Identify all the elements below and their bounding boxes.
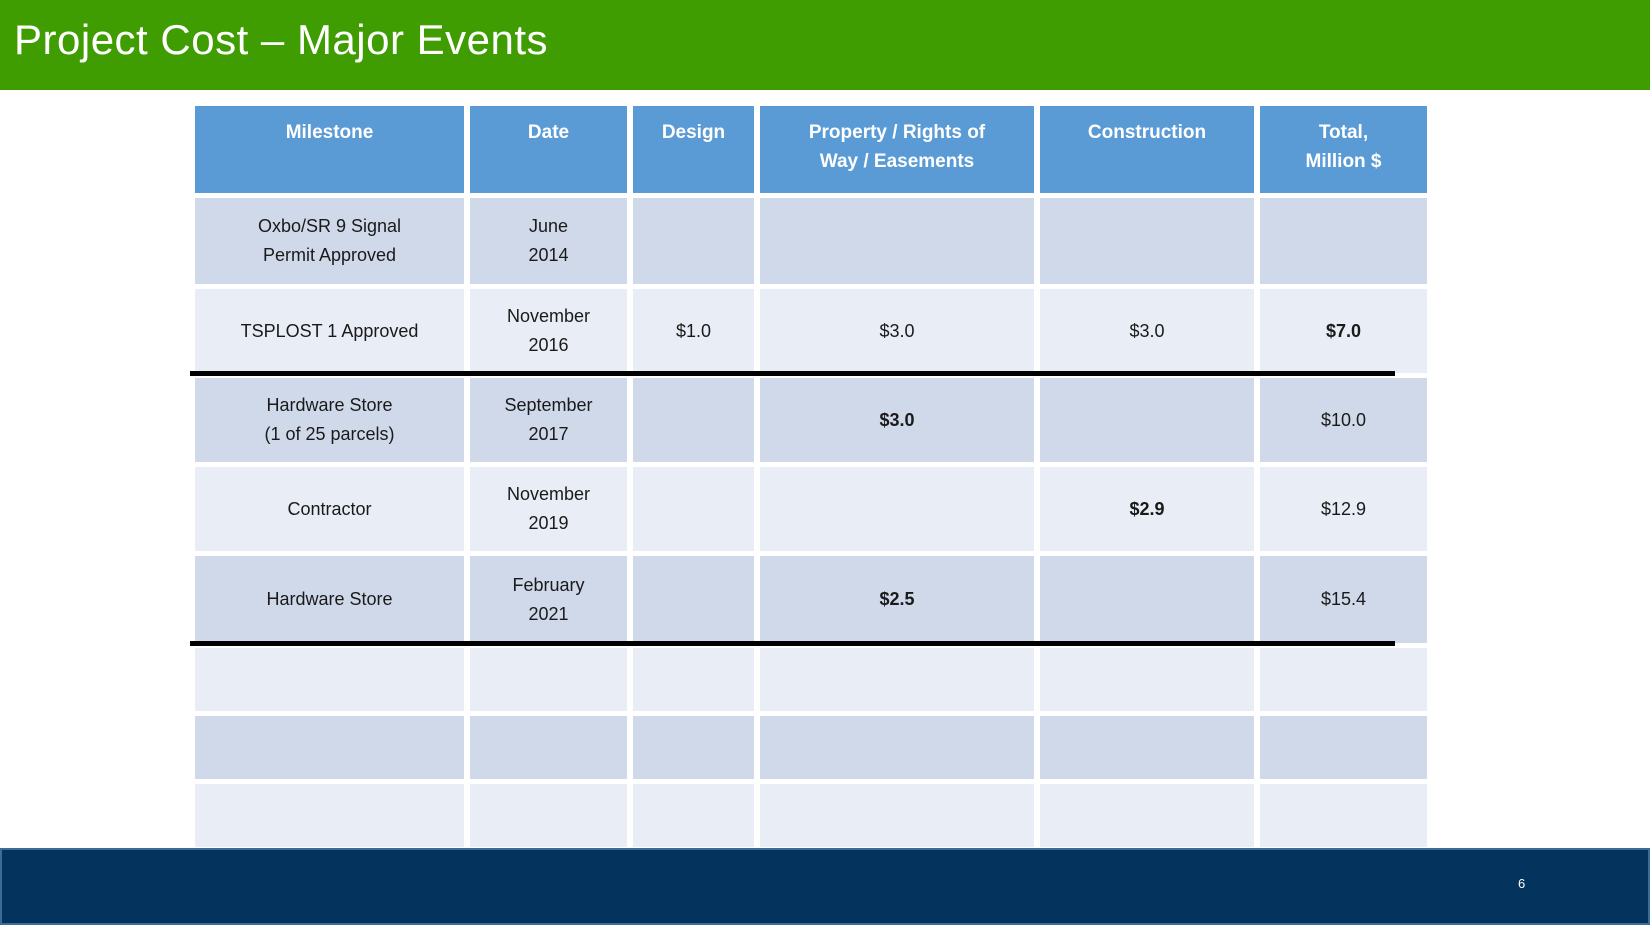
cell-r4-construction: [1040, 556, 1254, 643]
cell-r4-total: $15.4: [1260, 556, 1427, 643]
cell-r6-design: [633, 716, 754, 779]
cell-r7-design: [633, 784, 754, 847]
cell-r0-total: [1260, 198, 1427, 284]
cell-r2-milestone: Hardware Store (1 of 25 parcels): [195, 378, 464, 462]
header-milestone: Milestone: [195, 106, 464, 193]
header-date: Date: [470, 106, 627, 193]
cell-r6-milestone: [195, 716, 464, 779]
cell-r6-property: [760, 716, 1034, 779]
cell-r5-milestone: [195, 648, 464, 711]
cell-r6-date: [470, 716, 627, 779]
header-construction: Construction: [1040, 106, 1254, 193]
cell-r1-property: $3.0: [760, 289, 1034, 373]
title-bar: Project Cost – Major Events: [0, 0, 1650, 90]
cell-r2-property: $3.0: [760, 378, 1034, 462]
page-number: 6: [1518, 876, 1526, 891]
cell-r1-design: $1.0: [633, 289, 754, 373]
cell-r0-construction: [1040, 198, 1254, 284]
cell-r6-construction: [1040, 716, 1254, 779]
cell-r4-milestone: Hardware Store: [195, 556, 464, 643]
cell-r7-property: [760, 784, 1034, 847]
cell-r1-construction: $3.0: [1040, 289, 1254, 373]
cell-r5-construction: [1040, 648, 1254, 711]
header-total: Total, Million $: [1260, 106, 1427, 193]
cell-r0-date: June 2014: [470, 198, 627, 284]
cell-r5-total: [1260, 648, 1427, 711]
cell-r1-date: November 2016: [470, 289, 627, 373]
cell-r7-total: [1260, 784, 1427, 847]
cell-r7-construction: [1040, 784, 1254, 847]
cell-r3-construction: $2.9: [1040, 467, 1254, 551]
cell-r3-property: [760, 467, 1034, 551]
cell-r4-design: [633, 556, 754, 643]
cell-r3-milestone: Contractor: [195, 467, 464, 551]
cell-r5-property: [760, 648, 1034, 711]
header-design: Design: [633, 106, 754, 193]
section-divider-line: [190, 641, 1395, 646]
cell-r4-date: February 2021: [470, 556, 627, 643]
cell-r5-design: [633, 648, 754, 711]
cell-r2-design: [633, 378, 754, 462]
cell-r0-property: [760, 198, 1034, 284]
slide-title: Project Cost – Major Events: [14, 16, 549, 63]
header-property: Property / Rights of Way / Easements: [760, 106, 1034, 193]
cell-r5-date: [470, 648, 627, 711]
cell-r2-date: September 2017: [470, 378, 627, 462]
cell-r1-milestone: TSPLOST 1 Approved: [195, 289, 464, 373]
cell-r0-milestone: Oxbo/SR 9 Signal Permit Approved: [195, 198, 464, 284]
cell-r2-total: $10.0: [1260, 378, 1427, 462]
cell-r3-date: November 2019: [470, 467, 627, 551]
section-divider-line: [190, 371, 1395, 376]
cell-r3-design: [633, 467, 754, 551]
footer-bar: 6: [0, 848, 1650, 925]
cell-r4-property: $2.5: [760, 556, 1034, 643]
project-cost-table: Milestone Date Design Property / Rights …: [195, 106, 1427, 847]
cell-r3-total: $12.9: [1260, 467, 1427, 551]
cell-r6-total: [1260, 716, 1427, 779]
cell-r7-milestone: [195, 784, 464, 847]
cell-r2-construction: [1040, 378, 1254, 462]
cell-r1-total: $7.0: [1260, 289, 1427, 373]
cell-r0-design: [633, 198, 754, 284]
cell-r7-date: [470, 784, 627, 847]
